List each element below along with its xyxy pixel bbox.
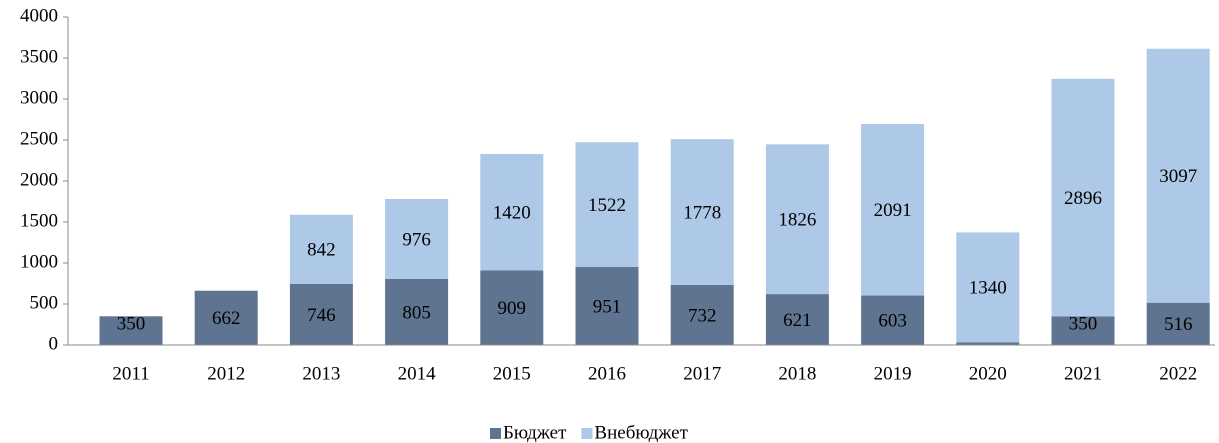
x-tick-label: 2012 xyxy=(207,363,245,384)
y-tick-label: 1500 xyxy=(20,210,58,231)
bar-segment xyxy=(670,284,734,345)
y-tick-label: 2000 xyxy=(20,169,58,190)
x-tick-label: 2017 xyxy=(683,363,721,384)
bar-segment xyxy=(956,232,1020,343)
bar-segment xyxy=(289,214,353,284)
value-label: 842 xyxy=(307,240,336,261)
bar-segment xyxy=(575,267,639,345)
y-tick-label: 3000 xyxy=(20,87,58,108)
x-tick-label: 2015 xyxy=(493,363,531,384)
y-tick-label: 4000 xyxy=(20,5,58,26)
value-label: 732 xyxy=(688,305,717,326)
value-label: 603 xyxy=(878,311,907,332)
value-label: 621 xyxy=(783,310,812,331)
x-tick-label: 2021 xyxy=(1064,363,1102,384)
value-label: 2896 xyxy=(1064,188,1102,209)
bar-segment xyxy=(575,142,639,268)
bar-segment xyxy=(765,144,829,295)
value-label: 746 xyxy=(307,305,336,326)
bar-segment xyxy=(1146,302,1210,345)
bar-segment xyxy=(861,295,925,345)
y-tick-label: 3500 xyxy=(20,46,58,67)
value-label: 1420 xyxy=(493,203,531,224)
bar-segment xyxy=(1051,78,1115,317)
bar-segment xyxy=(480,154,544,271)
x-tick-label: 2014 xyxy=(398,363,437,384)
value-label: 1522 xyxy=(588,195,626,216)
value-label: 3097 xyxy=(1159,166,1197,187)
x-tick-label: 2018 xyxy=(778,363,816,384)
bar-segment xyxy=(1146,48,1210,303)
value-label: 350 xyxy=(1069,313,1098,334)
value-label: 805 xyxy=(402,302,431,323)
legend-label: Внебюджет xyxy=(594,422,688,443)
value-label: 516 xyxy=(1164,314,1193,335)
bar-segment xyxy=(1051,316,1115,345)
value-label: 1778 xyxy=(683,202,721,223)
legend-swatch xyxy=(581,428,593,439)
y-tick-label: 0 xyxy=(49,333,59,354)
y-tick-label: 2500 xyxy=(20,128,58,149)
x-tick-label: 2022 xyxy=(1159,363,1197,384)
legend-swatch xyxy=(490,428,501,439)
x-tick-label: 2019 xyxy=(874,363,912,384)
x-tick-label: 2016 xyxy=(588,363,626,384)
legend-label: Бюджет xyxy=(503,422,567,443)
bar-segment xyxy=(480,270,544,345)
value-label: 976 xyxy=(402,229,431,250)
bar-segment xyxy=(194,290,258,345)
value-label: 909 xyxy=(498,298,527,319)
bar-segment xyxy=(861,124,925,296)
bar-segment xyxy=(385,278,449,345)
value-label: 951 xyxy=(593,296,622,317)
bar-segment xyxy=(385,198,449,279)
x-tick-label: 2020 xyxy=(969,363,1007,384)
bar-segment xyxy=(670,139,734,285)
value-label: 662 xyxy=(212,308,241,329)
value-label: 1340 xyxy=(969,278,1007,299)
bar-segment xyxy=(289,283,353,345)
value-label: 2091 xyxy=(874,200,912,221)
bar-segment xyxy=(765,294,829,345)
bar-segment xyxy=(99,316,163,345)
value-label: 350 xyxy=(117,313,146,334)
x-tick-label: 2011 xyxy=(112,363,149,384)
y-tick-label: 1000 xyxy=(20,251,58,272)
y-tick-label: 500 xyxy=(30,292,59,313)
bar-segment xyxy=(956,342,1020,345)
value-label: 1826 xyxy=(778,210,816,231)
x-tick-label: 2013 xyxy=(302,363,340,384)
